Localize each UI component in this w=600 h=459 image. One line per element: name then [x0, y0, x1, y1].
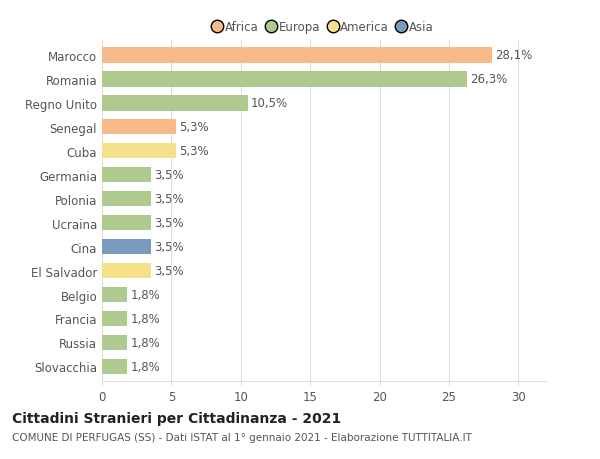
- Text: Cittadini Stranieri per Cittadinanza - 2021: Cittadini Stranieri per Cittadinanza - 2…: [12, 411, 341, 425]
- Text: 26,3%: 26,3%: [470, 73, 508, 86]
- Bar: [102, 335, 127, 351]
- Text: COMUNE DI PERFUGAS (SS) - Dati ISTAT al 1° gennaio 2021 - Elaborazione TUTTITALI: COMUNE DI PERFUGAS (SS) - Dati ISTAT al …: [12, 432, 472, 442]
- Legend: Africa, Europa, America, Asia: Africa, Europa, America, Asia: [209, 17, 439, 39]
- Text: 3,5%: 3,5%: [154, 264, 184, 277]
- Text: 3,5%: 3,5%: [154, 169, 184, 182]
- Text: 1,8%: 1,8%: [130, 288, 160, 302]
- Text: 5,3%: 5,3%: [179, 145, 209, 158]
- Bar: [102, 215, 151, 231]
- Bar: [102, 144, 176, 159]
- Bar: [102, 96, 248, 111]
- Bar: [102, 120, 176, 135]
- Bar: [102, 239, 151, 255]
- Text: 3,5%: 3,5%: [154, 241, 184, 253]
- Text: 1,8%: 1,8%: [130, 312, 160, 325]
- Bar: [102, 72, 467, 87]
- Text: 28,1%: 28,1%: [496, 49, 533, 62]
- Bar: [102, 311, 127, 326]
- Bar: [102, 287, 127, 302]
- Text: 1,8%: 1,8%: [130, 360, 160, 373]
- Bar: [102, 359, 127, 375]
- Bar: [102, 168, 151, 183]
- Bar: [102, 191, 151, 207]
- Bar: [102, 48, 492, 63]
- Text: 10,5%: 10,5%: [251, 97, 288, 110]
- Bar: [102, 263, 151, 279]
- Text: 5,3%: 5,3%: [179, 121, 209, 134]
- Text: 1,8%: 1,8%: [130, 336, 160, 349]
- Text: 3,5%: 3,5%: [154, 193, 184, 206]
- Text: 3,5%: 3,5%: [154, 217, 184, 230]
